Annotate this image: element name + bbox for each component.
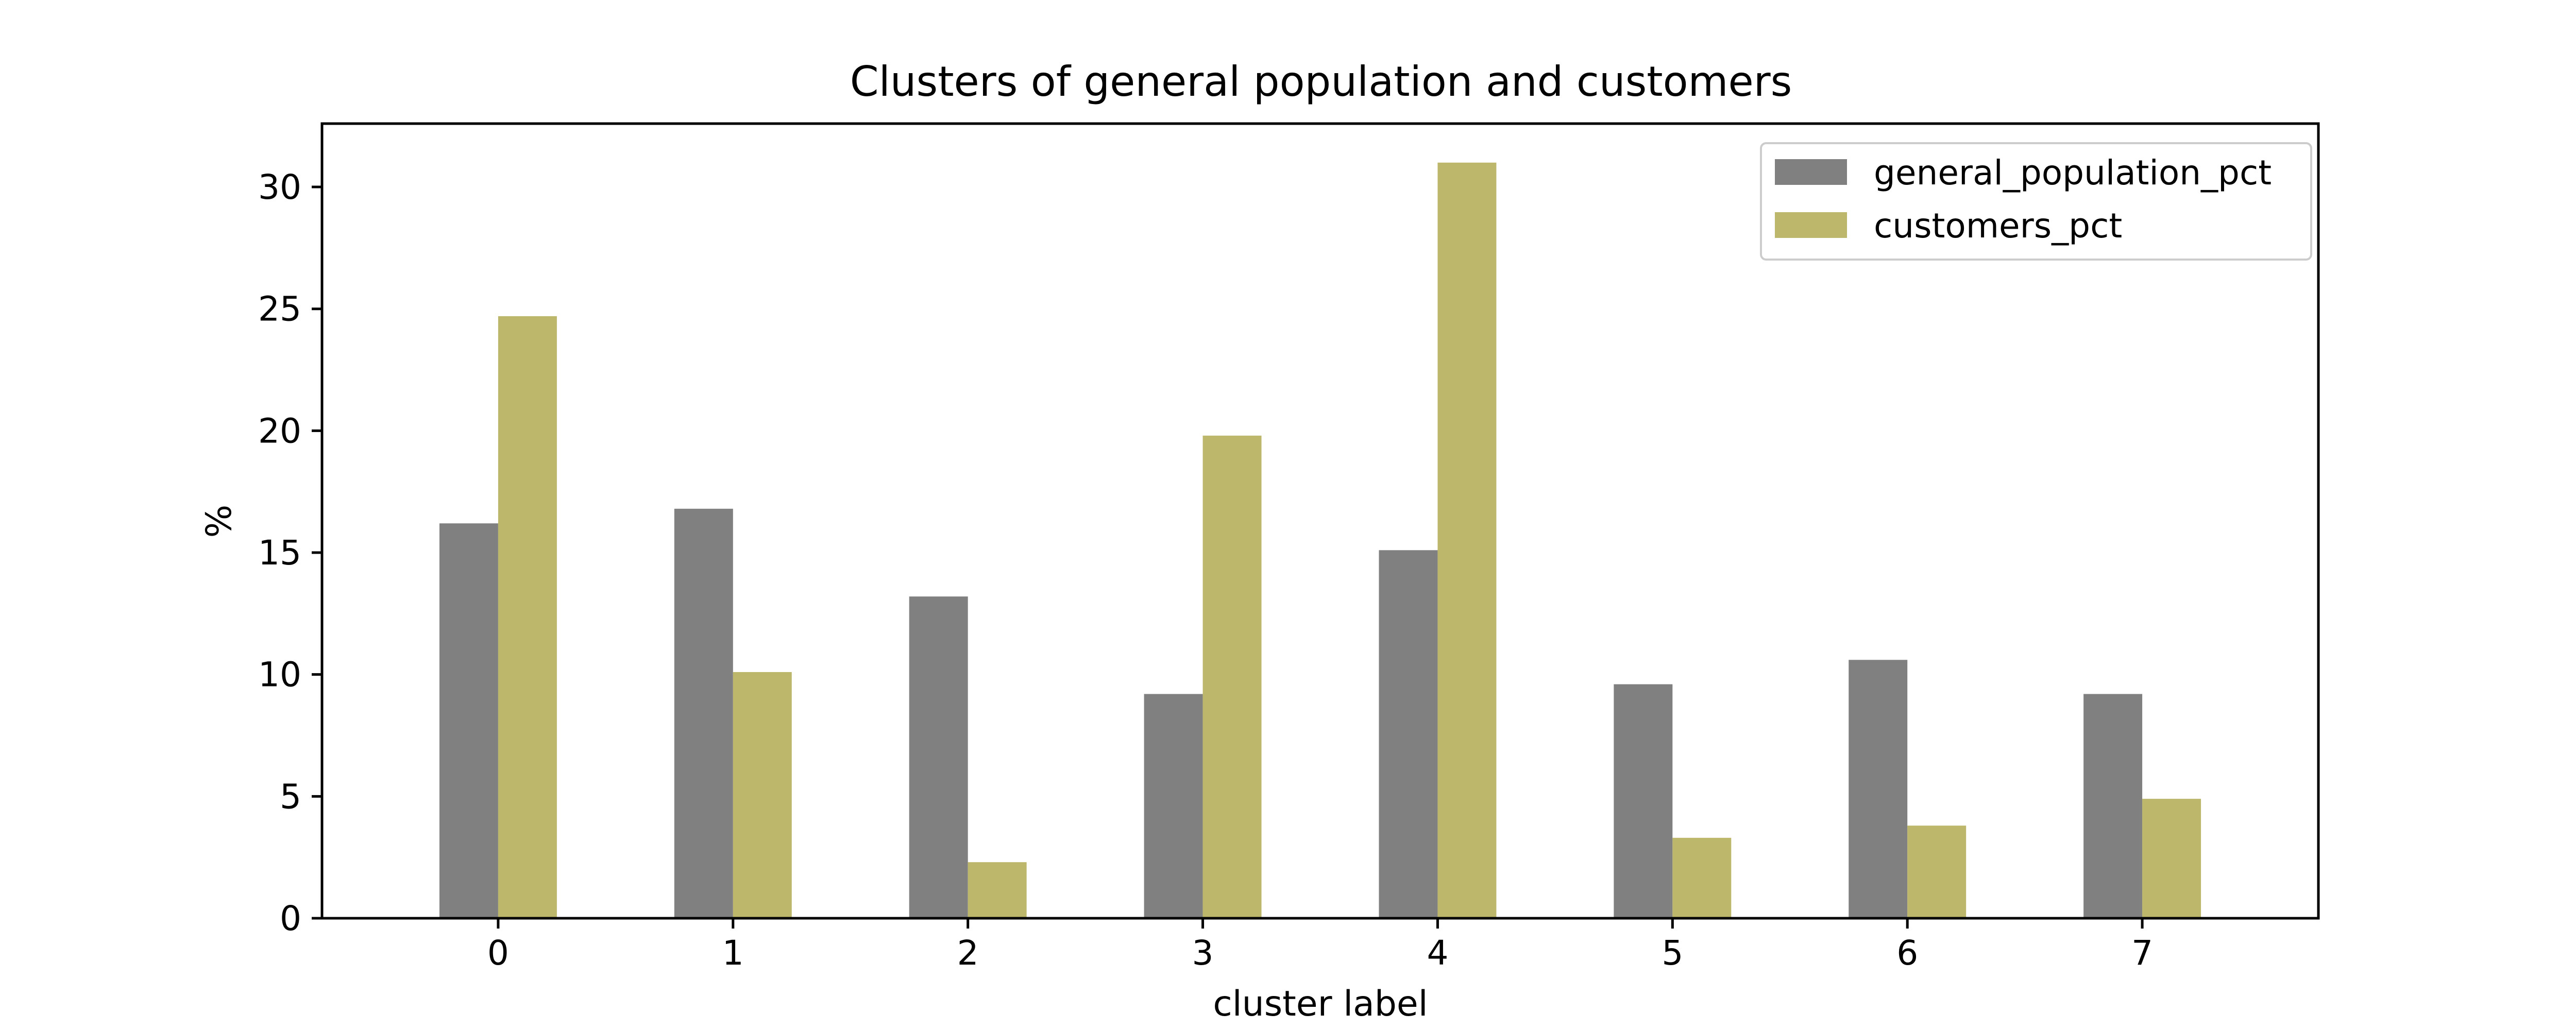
bar-customers_pct-6 (1907, 826, 1967, 918)
y-axis-label: % (199, 505, 240, 538)
bar-customers_pct-1 (733, 672, 792, 918)
x-tick-label: 2 (957, 933, 979, 973)
bar-customers_pct-4 (1437, 162, 1497, 918)
y-tick-label: 15 (258, 533, 301, 573)
x-tick-label: 4 (1427, 933, 1448, 973)
chart-title: Clusters of general population and custo… (850, 58, 1792, 106)
legend-swatch-general_population_pct (1775, 159, 1847, 185)
y-tick-label: 0 (280, 899, 301, 938)
bars-layer (439, 162, 2201, 918)
bar-general_population_pct-1 (674, 508, 733, 918)
bar-general_population_pct-5 (1614, 684, 1673, 918)
legend-label-customers_pct: customers_pct (1874, 206, 2122, 246)
legend-label-general_population_pct: general_population_pct (1874, 153, 2272, 193)
x-tick-label: 5 (1662, 933, 1683, 973)
bar-general_population_pct-0 (439, 523, 498, 918)
ticks-layer: 0 1 2 3 4 5 6 7 0 5 10 15 20 25 30 (258, 167, 2153, 973)
x-tick-label: 7 (2131, 933, 2153, 973)
bar-general_population_pct-3 (1144, 694, 1203, 918)
x-tick-label: 3 (1192, 933, 1214, 973)
x-tick-label: 6 (1896, 933, 1918, 973)
legend: general_population_pct customers_pct (1760, 142, 2312, 261)
bar-customers_pct-3 (1202, 435, 1262, 918)
bar-customers_pct-7 (2142, 799, 2201, 918)
x-tick-label: 1 (722, 933, 744, 973)
y-tick-label: 30 (258, 167, 301, 207)
y-tick-label: 20 (258, 411, 301, 451)
bar-customers_pct-5 (1672, 837, 1732, 918)
x-tick-label: 0 (487, 933, 509, 973)
bar-general_population_pct-4 (1379, 550, 1438, 918)
bar-general_population_pct-7 (2083, 694, 2143, 918)
bar-general_population_pct-2 (909, 596, 968, 918)
legend-swatch-customers_pct (1775, 212, 1847, 238)
legend-box (1760, 142, 2312, 261)
y-tick-label: 5 (280, 777, 301, 816)
x-axis-label: cluster label (1213, 984, 1428, 1024)
bar-general_population_pct-6 (1849, 660, 1908, 918)
plot-frame (320, 122, 2320, 920)
y-tick-label: 10 (258, 655, 301, 695)
bar-customers_pct-0 (498, 316, 557, 918)
y-tick-label: 25 (258, 289, 301, 329)
bar-customers_pct-2 (968, 862, 1027, 918)
